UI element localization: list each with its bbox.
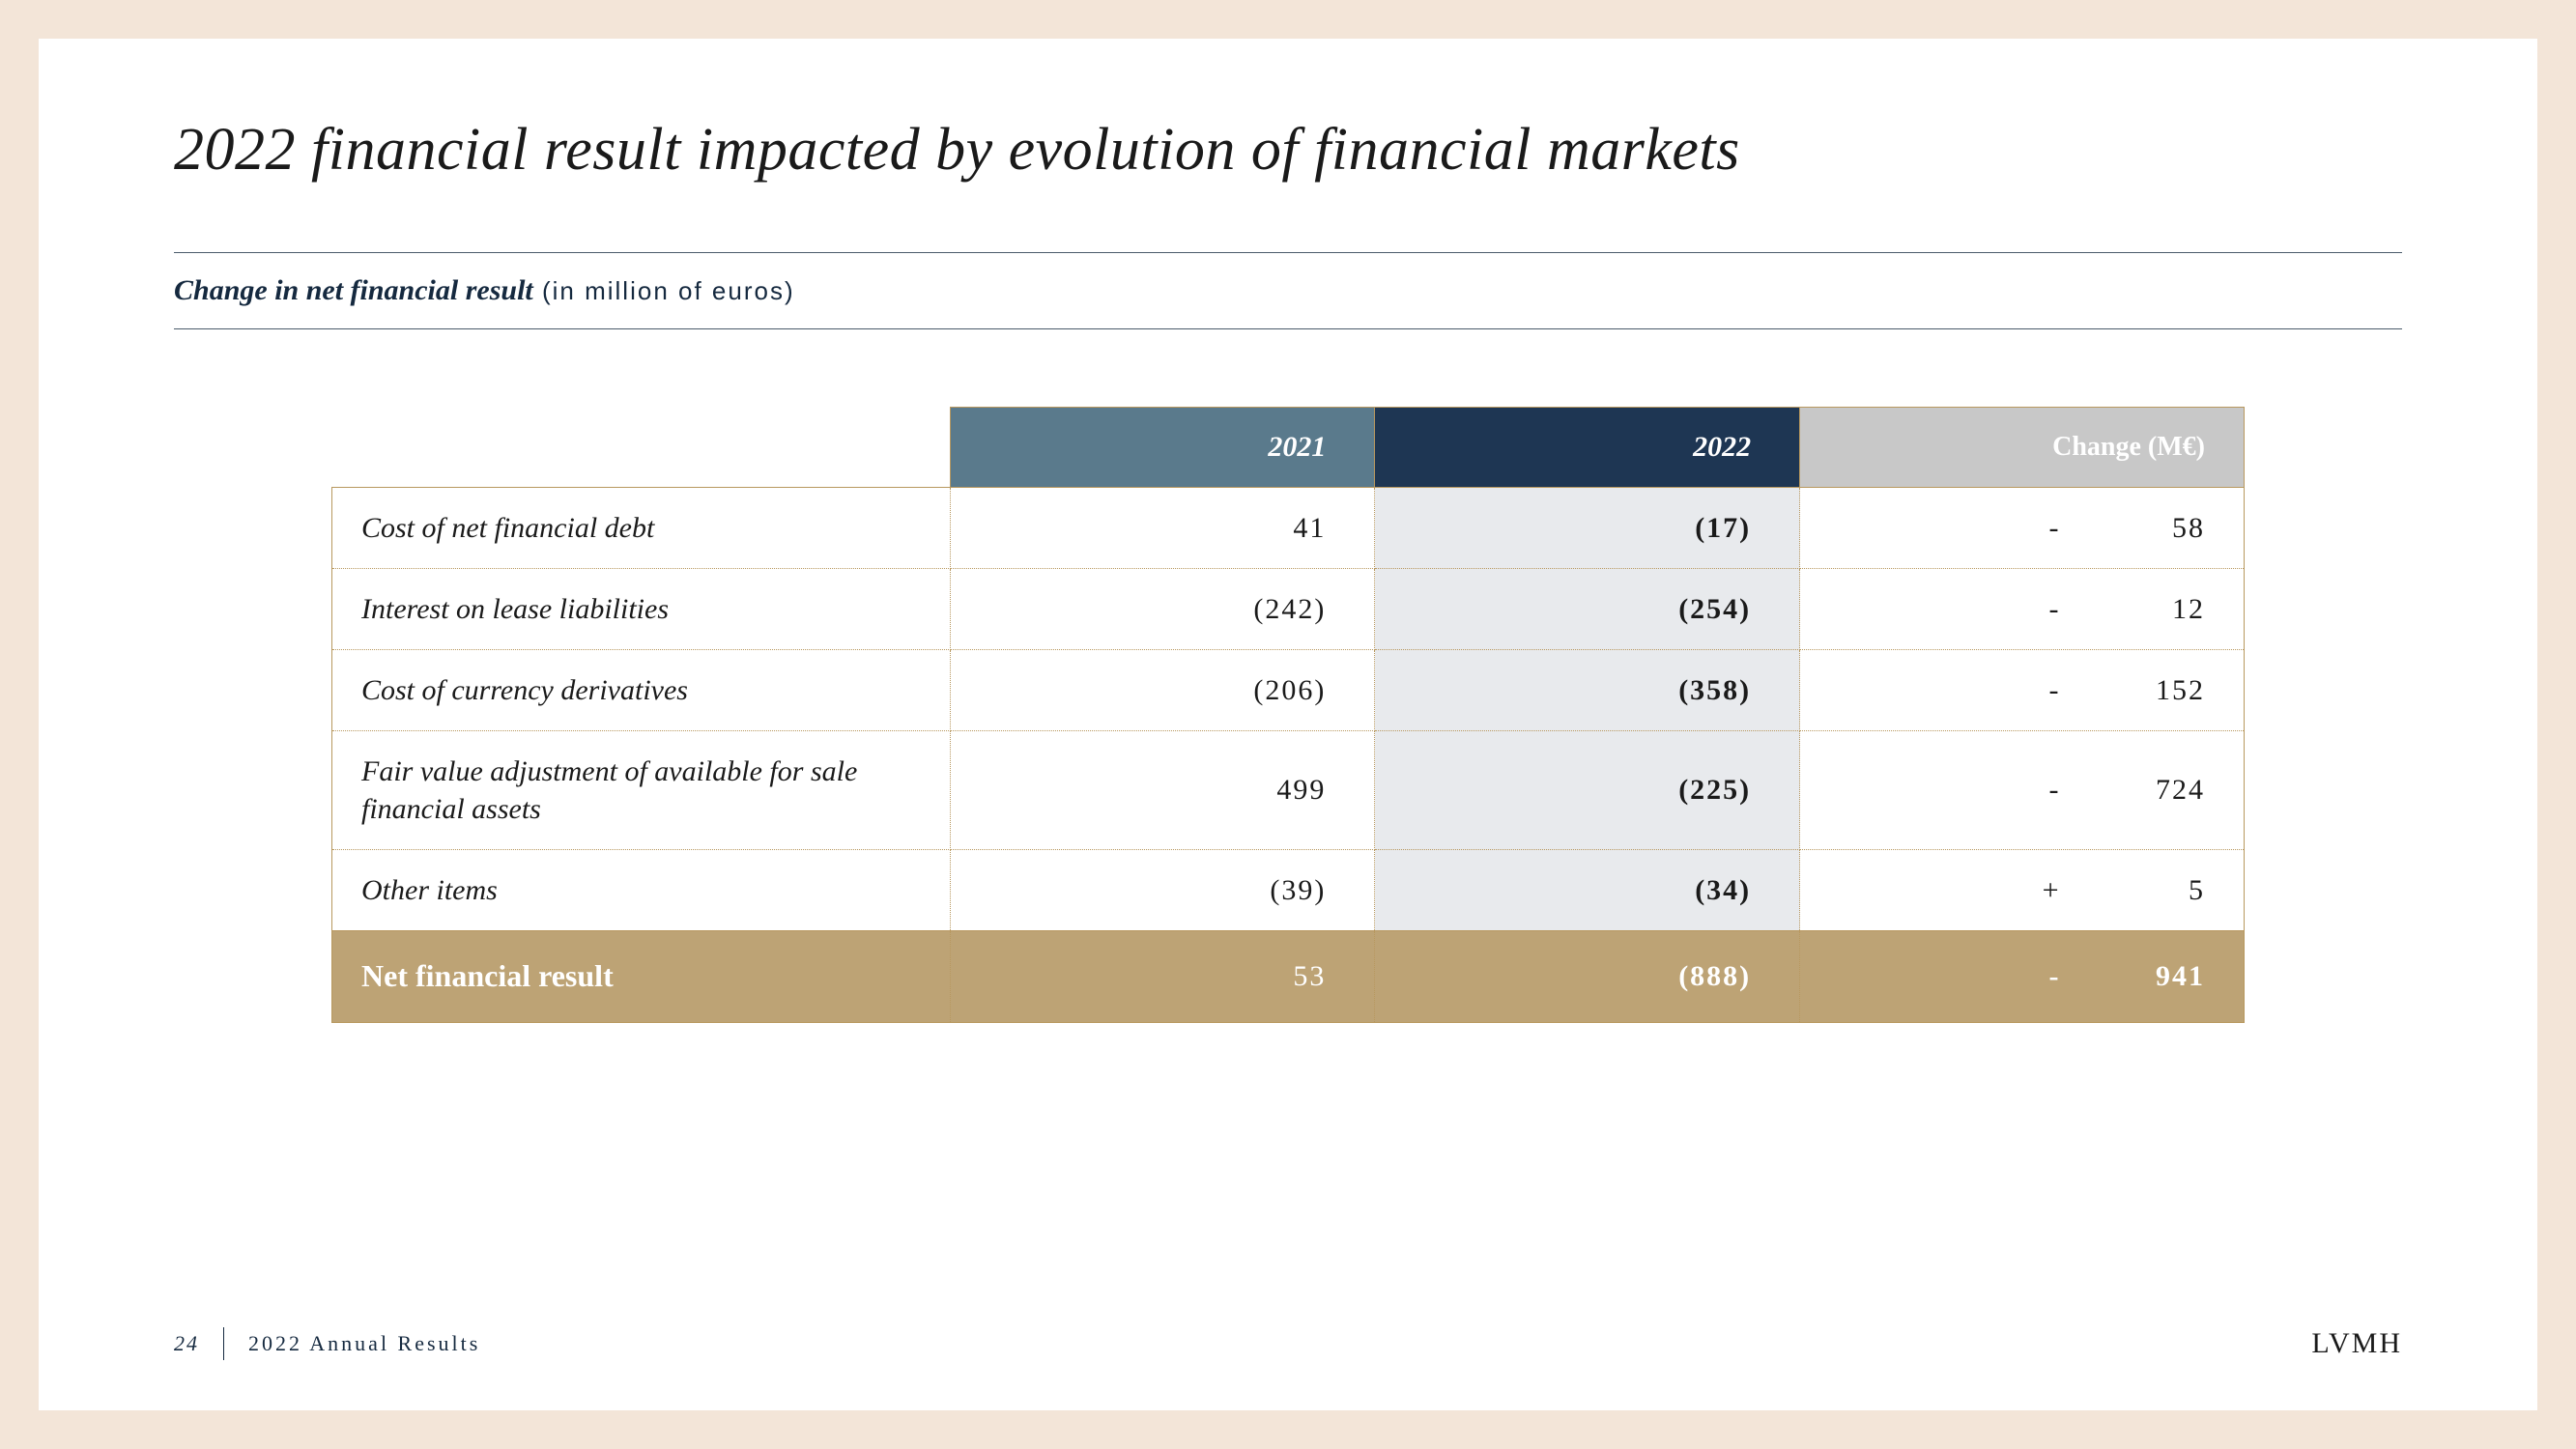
table-row: Cost of net financial debt 41 (17) - 58 <box>332 488 2245 569</box>
row-label: Cost of net financial debt <box>332 488 951 569</box>
col-header-2021: 2021 <box>950 408 1375 488</box>
subtitle-bar: Change in net financial result (in milli… <box>174 252 2402 329</box>
row-label: Cost of currency derivatives <box>332 650 951 731</box>
cell-change: + 5 <box>1800 850 2245 931</box>
total-2022: (888) <box>1375 931 1800 1023</box>
table-header-row: 2021 2022 Change (M€) <box>332 408 2245 488</box>
cell-2021: 41 <box>950 488 1375 569</box>
row-label: Other items <box>332 850 951 931</box>
brand-logo: LVMH <box>2311 1327 2402 1360</box>
cell-2022: (254) <box>1375 569 1800 650</box>
row-label: Interest on lease liabilities <box>332 569 951 650</box>
footer-left: 24 2022 Annual Results <box>174 1327 480 1360</box>
subtitle-bold: Change in net financial result <box>174 274 533 306</box>
table-row: Fair value adjustment of available for s… <box>332 731 2245 850</box>
cell-2022: (225) <box>1375 731 1800 850</box>
cell-change: - 152 <box>1800 650 2245 731</box>
cell-change: - 724 <box>1800 731 2245 850</box>
footer-divider <box>223 1327 224 1360</box>
slide: 2022 financial result impacted by evolut… <box>39 39 2537 1410</box>
total-change: - 941 <box>1800 931 2245 1023</box>
cell-2022: (34) <box>1375 850 1800 931</box>
cell-2022: (358) <box>1375 650 1800 731</box>
subtitle-light: (in million of euros) <box>533 276 795 305</box>
table-row: Other items (39) (34) + 5 <box>332 850 2245 931</box>
table-row: Interest on lease liabilities (242) (254… <box>332 569 2245 650</box>
total-label: Net financial result <box>332 931 951 1023</box>
page-number: 24 <box>174 1331 199 1356</box>
col-header-label <box>332 408 951 488</box>
table-total-row: Net financial result 53 (888) - 941 <box>332 931 2245 1023</box>
cell-change: - 58 <box>1800 488 2245 569</box>
total-2021: 53 <box>950 931 1375 1023</box>
cell-2022: (17) <box>1375 488 1800 569</box>
financial-table-wrap: 2021 2022 Change (M€) Cost of net financ… <box>331 407 2245 1023</box>
table-row: Cost of currency derivatives (206) (358)… <box>332 650 2245 731</box>
cell-2021: 499 <box>950 731 1375 850</box>
cell-2021: (39) <box>950 850 1375 931</box>
cell-2021: (242) <box>950 569 1375 650</box>
page-title: 2022 financial result impacted by evolut… <box>174 116 2402 185</box>
cell-change: - 12 <box>1800 569 2245 650</box>
col-header-change: Change (M€) <box>1800 408 2245 488</box>
financial-table: 2021 2022 Change (M€) Cost of net financ… <box>331 407 2245 1023</box>
footer-text: 2022 Annual Results <box>248 1331 480 1356</box>
cell-2021: (206) <box>950 650 1375 731</box>
col-header-2022: 2022 <box>1375 408 1800 488</box>
slide-footer: 24 2022 Annual Results LVMH <box>174 1327 2402 1360</box>
row-label: Fair value adjustment of available for s… <box>332 731 951 850</box>
